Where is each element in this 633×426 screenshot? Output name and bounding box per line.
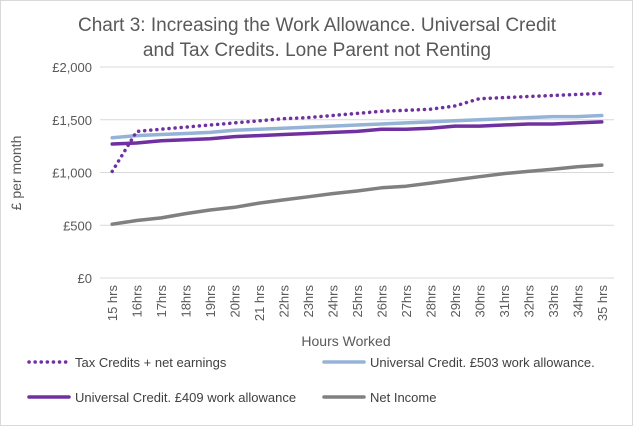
x-axis-ticks: 15 hrs 16hrs 17hrs 18hrs 19hrs 20hrs 21 hrs 22h… — [105, 285, 610, 322]
x-tick-label: 22hrs — [277, 285, 292, 318]
series-line — [110, 91, 604, 174]
x-tick-label: 18hrs — [179, 285, 194, 318]
series-line — [110, 163, 604, 226]
x-tick-label: 30hrs — [472, 285, 487, 318]
x-tick-label: 16hrs — [130, 285, 145, 318]
legend-label: Universal Credit. £503 work allowance. — [370, 355, 595, 370]
x-tick-label: 34hrs — [570, 285, 585, 318]
x-tick-label: 33hrs — [546, 285, 561, 318]
legend-label: Tax Credits + net earnings — [75, 355, 227, 370]
series-line — [110, 113, 604, 140]
x-tick-label: 26hrs — [374, 285, 389, 318]
gridlines — [100, 66, 614, 279]
x-tick-label: 31hrs — [497, 285, 512, 318]
series-lines — [110, 91, 604, 226]
x-tick-label: 24hrs — [326, 285, 341, 318]
x-tick-label: 27hrs — [399, 285, 414, 318]
x-tick-label: 20hrs — [228, 285, 243, 318]
legend-label: Universal Credit. £409 work allowance — [75, 390, 296, 405]
x-tick-label: 21 hrs — [252, 285, 267, 322]
x-tick-label: 19hrs — [203, 285, 218, 318]
series-line — [110, 120, 604, 146]
x-tick-label: 23hrs — [301, 285, 316, 318]
x-tick-label: 17hrs — [154, 285, 169, 318]
y-tick-label: £500 — [63, 218, 92, 233]
x-tick-label: 25hrs — [350, 285, 365, 318]
chart-title-line-2: and Tax Credits. Lone Parent not Renting — [143, 40, 491, 61]
y-axis-ticks: £0 £500 £1,000 £1,500 £2,000 — [52, 60, 92, 286]
x-tick-label: 15 hrs — [105, 285, 120, 322]
y-tick-label: £0 — [78, 271, 92, 286]
x-tick-label: 29hrs — [448, 285, 463, 318]
legend: Tax Credits + net earnings Universal Cred… — [27, 355, 595, 405]
y-tick-label: £1,500 — [52, 113, 92, 128]
x-tick-label: 32hrs — [521, 285, 536, 318]
y-tick-label: £2,000 — [52, 60, 92, 75]
x-tick-label: 35 hrs — [595, 285, 610, 322]
chart-title-line-1: Chart 3: Increasing the Work Allowance. … — [78, 15, 557, 36]
x-tick-label: 28hrs — [423, 285, 438, 318]
x-axis-label: Hours Worked — [301, 333, 390, 349]
y-axis-label: £ per month — [8, 136, 24, 211]
legend-label: Net Income — [370, 390, 436, 405]
y-tick-label: £1,000 — [52, 166, 92, 181]
